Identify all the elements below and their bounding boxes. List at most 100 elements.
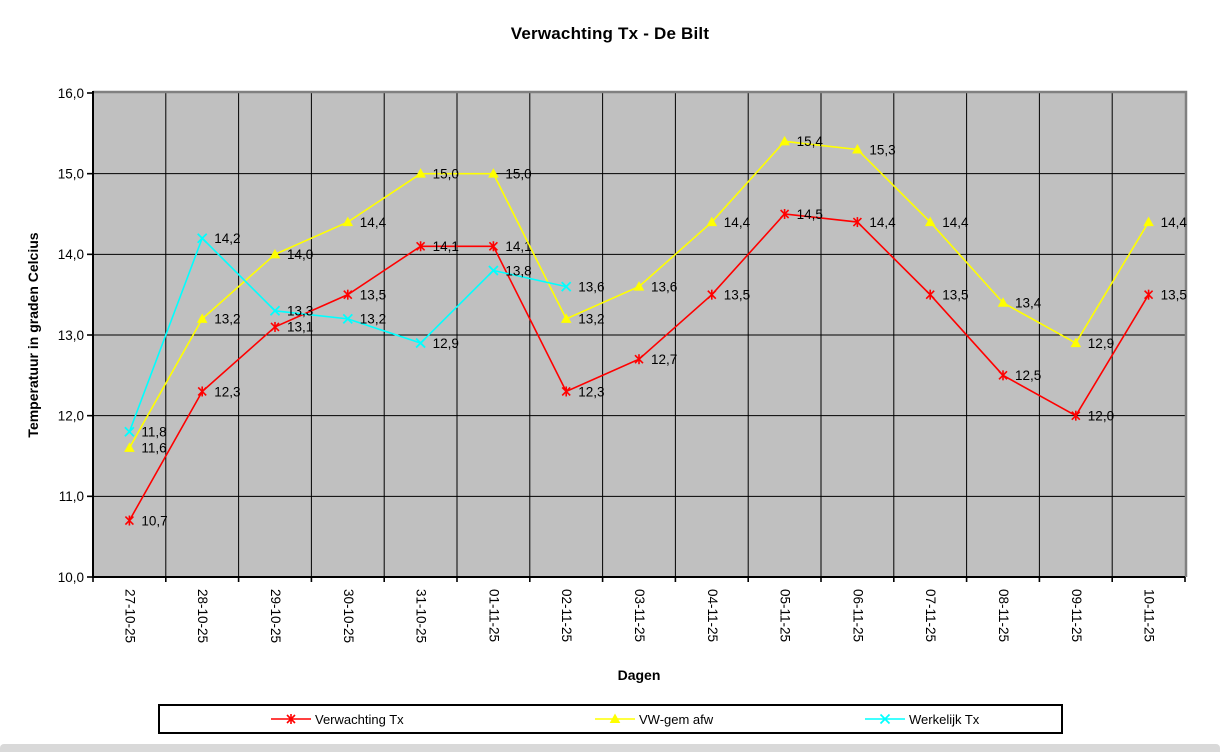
data-point-marker [560,313,572,323]
legend-item-label: Verwachting Tx [315,711,404,727]
data-point-marker [269,248,281,259]
data-label: 12,7 [651,352,677,367]
data-point-marker [707,289,717,300]
data-label: 13,6 [578,279,604,294]
x-tick-label: 30-10-25 [341,589,356,643]
data-label: 14,1 [505,239,531,254]
data-point-marker [925,289,935,300]
x-tick-label: 29-10-25 [268,589,283,643]
data-point-marker [852,143,863,154]
legend-item: Werkelijk Tx [864,706,979,732]
data-point-marker [609,713,621,723]
data-point-marker [196,313,208,323]
data-label: 15,0 [433,166,459,181]
x-tick-label: 05-11-25 [778,589,793,642]
x-tick-label: 07-11-25 [923,589,938,642]
data-point-marker [415,337,426,349]
data-label: 13,3 [287,304,313,319]
legend-item-label: Werkelijk Tx [909,711,980,727]
x-tick-label: 04-11-25 [705,589,720,642]
data-label: 13,5 [942,287,968,302]
legend-item-label: VW-gem afw [639,711,714,727]
data-point-marker [197,233,208,244]
data-point-marker [124,426,135,437]
data-label: 12,5 [1015,368,1041,383]
x-tick-label: 10-11-25 [1142,589,1157,642]
y-tick-label: 15,0 [58,166,84,181]
data-point-marker [197,386,207,397]
x-tick-label: 03-11-25 [632,589,647,642]
data-point-marker [1071,410,1081,421]
data-label: 13,5 [1161,287,1187,302]
data-point-marker [998,370,1008,381]
data-label: 14,4 [869,215,896,230]
data-point-marker [924,216,936,227]
data-label: 14,4 [360,215,387,230]
x-tick-label: 09-11-25 [1069,589,1084,642]
data-point-marker [270,321,280,332]
data-point-marker [633,281,645,291]
x-tick-label: 02-11-25 [559,589,574,642]
data-label: 11,8 [141,425,166,440]
data-label: 13,2 [214,312,240,327]
data-label: 15,4 [797,134,824,149]
data-point-marker [1144,289,1154,300]
data-point-marker [561,386,571,397]
data-label: 10,7 [141,513,167,528]
data-label: 13,4 [1015,296,1042,311]
data-point-marker [879,713,891,725]
window-bottom-bar [0,744,1220,752]
x-tick-label: 08-11-25 [996,589,1011,642]
legend-item: VW-gem afw [594,706,713,732]
data-point-marker [1070,337,1082,348]
data-label: 13,6 [651,279,677,294]
data-label: 14,2 [214,231,240,246]
data-point-marker [997,297,1009,307]
data-point-marker [852,217,862,228]
data-point-marker [415,168,426,178]
legend: Verwachting Tx VW-gem afw Werkelijk Tx [158,704,1063,734]
data-label: 13,2 [578,312,604,327]
data-point-marker [779,135,790,146]
data-label: 13,5 [360,287,386,302]
data-point-marker [124,442,135,452]
data-point-marker [488,168,499,178]
chart-title: Verwachting Tx - De Bilt [510,24,710,43]
data-label: 14,4 [942,215,969,230]
data-point-marker [269,305,281,316]
data-point-marker [342,216,354,227]
y-tick-label: 11,0 [59,489,84,504]
data-point-marker [706,216,718,227]
data-point-marker [488,265,499,276]
y-tick-label: 14,0 [58,247,84,262]
data-label: 14,0 [287,247,313,262]
plot-area: 10,0 11,0 12,0 13,0 14,0 15,0 16,0 27-10-25 28-1… [58,86,1188,643]
data-point-marker [1143,216,1154,227]
data-label: 13,1 [287,320,313,335]
data-point-marker [343,289,353,300]
data-point-marker [124,515,134,526]
data-label: 12,9 [433,336,459,351]
x-tick-label: 28-10-25 [195,589,210,643]
data-point-marker [780,209,790,219]
data-point-marker [561,281,572,292]
data-point-marker [416,241,426,252]
data-label: 13,8 [505,263,531,278]
x-tick-label: 06-11-25 [850,589,865,642]
data-point-marker [488,241,498,252]
data-label: 13,5 [724,287,750,302]
legend-item: Verwachting Tx [270,706,404,732]
x-axis-title: Dagen [617,667,661,683]
y-tick-label: 13,0 [58,328,84,343]
x-tick-label: 27-10-25 [122,589,137,643]
data-label: 12,3 [214,384,240,399]
legend-marker-icon [271,714,311,724]
data-label: 13,2 [360,312,386,327]
y-tick-label: 12,0 [58,408,84,423]
data-point-marker [286,714,296,724]
x-tick-label: 01-11-25 [486,589,501,642]
data-label: 15,0 [505,166,531,181]
data-label: 12,9 [1088,336,1114,351]
data-label: 14,4 [1161,215,1188,230]
